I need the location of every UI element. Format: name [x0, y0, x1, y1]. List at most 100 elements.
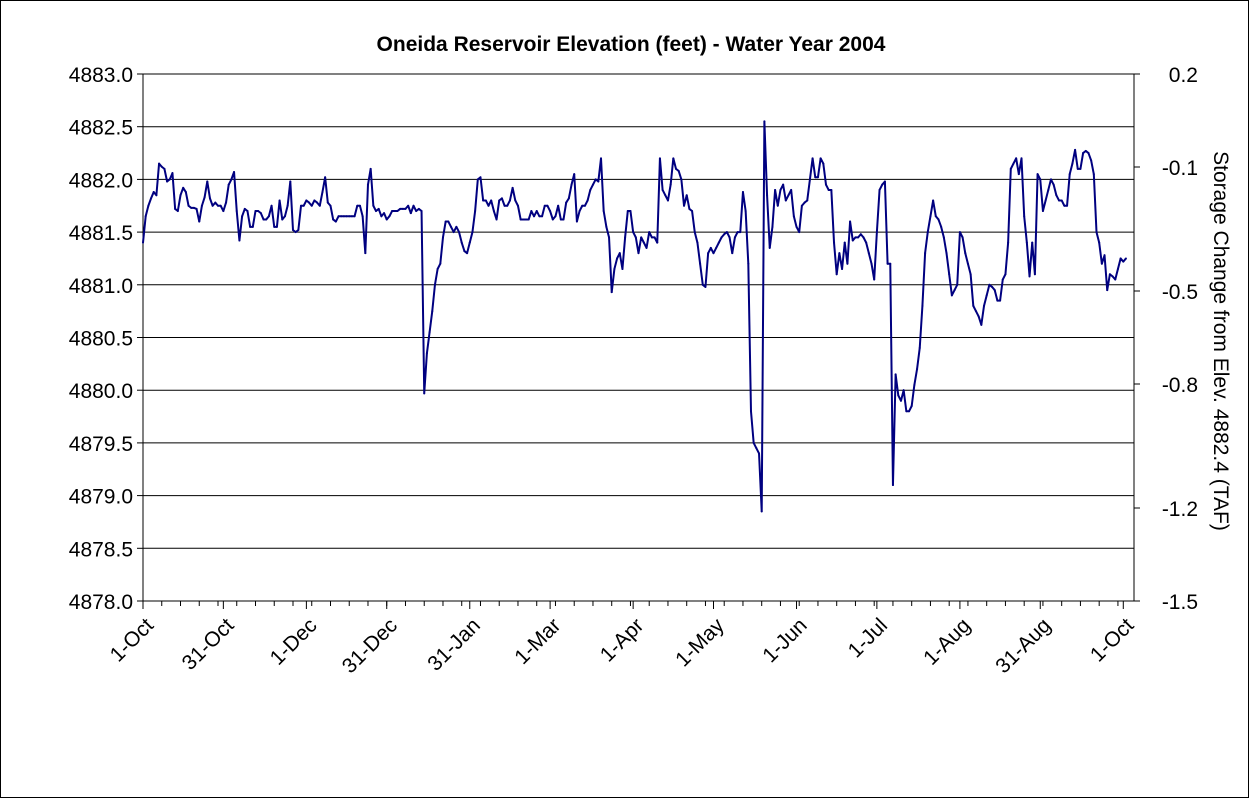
- data-point: [908, 410, 911, 413]
- data-point: [637, 252, 640, 255]
- data-point: [669, 183, 672, 186]
- data-point: [447, 220, 450, 223]
- right-axis-ticks: 0.2 -0.1 -0.5 -0.8 -1.2 -1.5: [1162, 64, 1198, 614]
- data-point: [830, 188, 833, 191]
- x-tick-label: 1-Jul: [844, 614, 892, 662]
- data-point: [956, 283, 959, 286]
- data-point: [803, 201, 806, 204]
- data-point: [733, 236, 736, 239]
- data-point: [921, 304, 924, 307]
- data-point: [484, 199, 487, 202]
- data-point: [838, 252, 841, 255]
- data-point: [458, 231, 461, 234]
- data-point: [948, 273, 951, 276]
- data-point: [348, 215, 351, 218]
- data-point: [487, 204, 490, 207]
- data-point: [278, 199, 281, 202]
- data-point: [800, 204, 803, 207]
- data-point: [666, 199, 669, 202]
- data-point: [179, 194, 182, 197]
- data-point: [808, 178, 811, 181]
- data-point: [822, 162, 825, 165]
- data-point: [597, 180, 600, 183]
- data-point: [894, 373, 897, 376]
- data-point: [565, 201, 568, 204]
- data-point: [187, 204, 190, 207]
- data-point: [439, 262, 442, 265]
- data-point: [415, 210, 418, 213]
- data-point: [471, 231, 474, 234]
- data-point: [664, 194, 667, 197]
- data-point: [554, 215, 557, 218]
- data-point: [632, 231, 635, 234]
- data-point: [401, 207, 404, 210]
- data-point: [1031, 241, 1034, 244]
- data-point: [736, 231, 739, 234]
- data-point: [498, 199, 501, 202]
- data-point: [160, 165, 163, 168]
- data-point: [731, 252, 734, 255]
- series-layer: [142, 120, 1127, 513]
- data-point: [811, 157, 814, 160]
- data-point: [1060, 199, 1063, 202]
- data-point: [219, 204, 222, 207]
- data-point: [776, 204, 779, 207]
- data-point: [259, 212, 262, 215]
- data-point: [262, 218, 265, 221]
- data-point: [899, 399, 902, 402]
- data-point: [342, 215, 345, 218]
- data-point: [254, 210, 257, 213]
- data-point: [1007, 241, 1010, 244]
- data-point: [701, 283, 704, 286]
- data-point: [1074, 148, 1077, 151]
- data-point: [833, 241, 836, 244]
- data-point: [281, 218, 284, 221]
- data-point: [578, 210, 581, 213]
- data-point: [412, 204, 415, 207]
- data-point: [391, 210, 394, 213]
- data-point: [150, 197, 153, 200]
- data-point: [404, 207, 407, 210]
- data-point: [958, 231, 961, 234]
- data-point: [779, 188, 782, 191]
- data-point: [600, 157, 602, 160]
- data-point: [198, 220, 201, 223]
- data-point: [699, 262, 702, 265]
- data-point: [1049, 178, 1052, 181]
- data-point: [723, 233, 726, 236]
- data-point: [827, 188, 830, 191]
- data-point: [650, 236, 653, 239]
- data-point: [913, 383, 916, 386]
- data-point: [1124, 257, 1127, 260]
- data-point: [859, 233, 862, 236]
- data-point: [966, 262, 969, 265]
- data-point: [784, 199, 787, 202]
- data-point: [1058, 199, 1061, 202]
- data-point: [972, 304, 975, 307]
- data-point: [508, 199, 511, 202]
- data-point: [602, 210, 605, 213]
- data-point: [516, 204, 519, 207]
- data-point: [142, 241, 144, 244]
- data-point: [744, 210, 747, 213]
- data-point: [945, 252, 948, 255]
- data-point: [575, 220, 578, 223]
- x-tick-label: 1-Oct: [106, 614, 159, 667]
- data-point: [929, 215, 932, 218]
- data-point: [482, 199, 485, 202]
- data-point: [420, 210, 423, 213]
- x-tick-label: 31-Jan: [423, 614, 485, 676]
- data-point: [182, 186, 185, 189]
- data-point: [249, 225, 252, 228]
- data-point: [409, 212, 412, 215]
- left-tick-label: 4880.0: [69, 380, 133, 403]
- data-point: [168, 178, 171, 181]
- data-point: [184, 191, 187, 194]
- data-point: [824, 183, 827, 186]
- data-point: [155, 194, 158, 197]
- data-point: [300, 204, 303, 207]
- data-point: [910, 405, 913, 408]
- data-point: [1009, 167, 1012, 170]
